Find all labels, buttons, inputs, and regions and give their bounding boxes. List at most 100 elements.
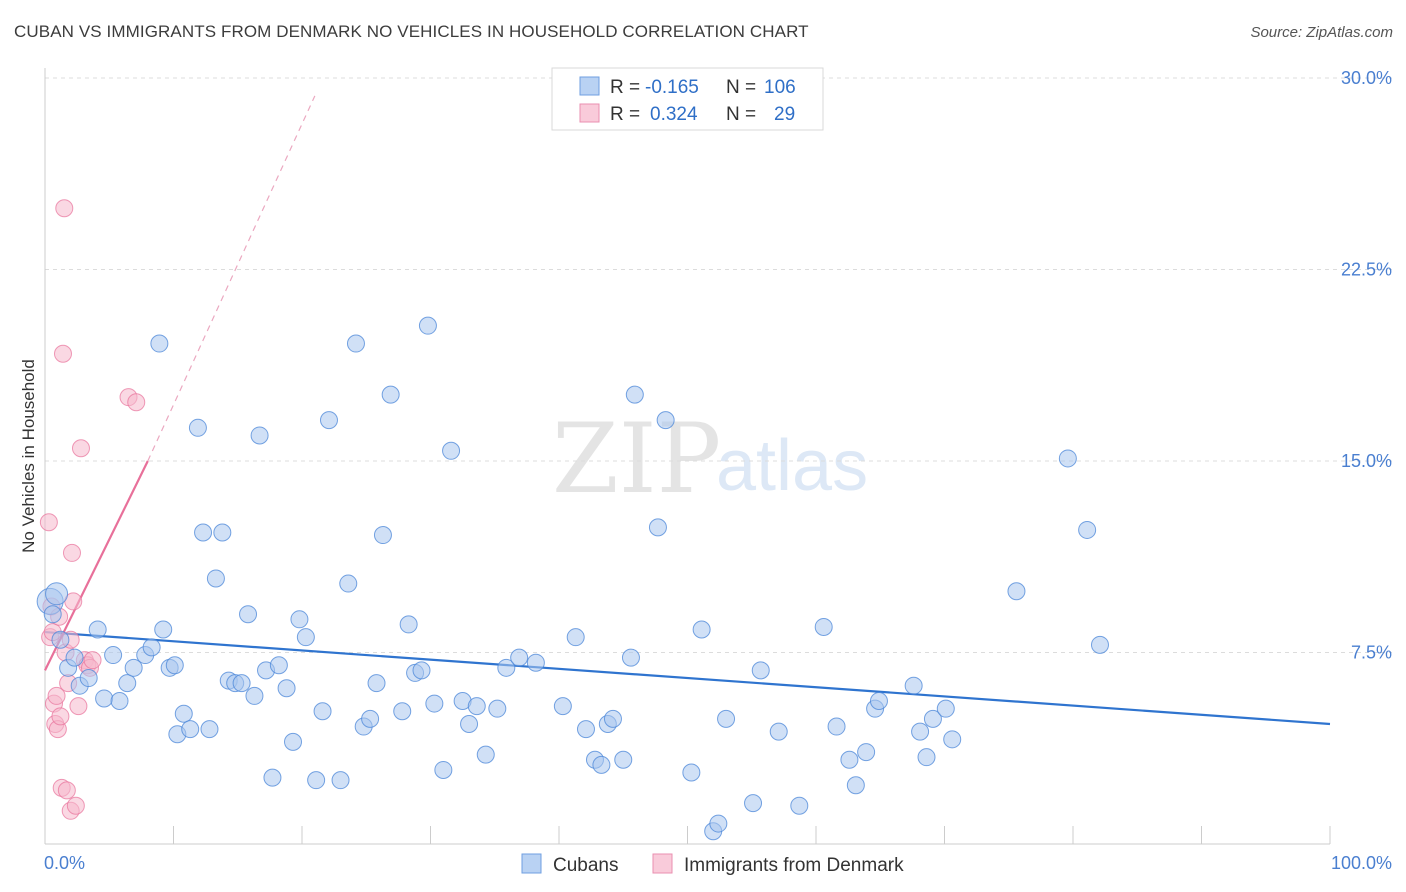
data-point-denmark <box>62 543 81 562</box>
data-point-cubans <box>497 658 516 677</box>
data-point-cubans <box>361 709 380 728</box>
data-point-cubans <box>206 569 225 588</box>
source-label: Source: ZipAtlas.com <box>1250 24 1393 41</box>
data-point-cubans <box>460 714 479 733</box>
data-point-cubans <box>124 658 143 677</box>
data-point-cubans <box>118 674 137 693</box>
data-point-cubans <box>307 771 326 790</box>
data-point-denmark <box>66 796 85 815</box>
grid-lines <box>45 77 1392 653</box>
data-point-cubans <box>339 574 358 593</box>
legend-r-label-denmark: R = <box>610 104 640 125</box>
data-point-cubans <box>45 582 69 606</box>
data-point-cubans <box>269 656 288 675</box>
bottom-legend-label-cubans: Cubans <box>553 855 619 876</box>
y-tick-label: 7.5% <box>1351 643 1392 663</box>
data-point-cubans <box>88 620 107 639</box>
data-point-cubans <box>346 334 365 353</box>
data-point-cubans <box>943 730 962 749</box>
data-point-cubans <box>1058 449 1077 468</box>
data-point-cubans <box>412 661 431 680</box>
data-point-cubans <box>263 768 282 787</box>
legend-n-value-denmark: 29 <box>774 104 795 125</box>
data-point-cubans <box>174 704 193 723</box>
data-point-cubans <box>188 418 207 437</box>
legend-n-value-cubans: 106 <box>764 77 796 98</box>
correlation-legend: R = -0.165 N = 106 R = 0.324 N = 29 <box>551 67 824 131</box>
data-point-cubans <box>717 709 736 728</box>
data-point-cubans <box>576 720 595 739</box>
data-point-cubans <box>79 669 98 688</box>
data-point-denmark <box>69 697 88 716</box>
data-point-denmark <box>47 686 66 705</box>
data-point-cubans <box>165 656 184 675</box>
data-point-cubans <box>296 628 315 647</box>
data-point-cubans <box>603 709 622 728</box>
watermark-atlas: atlas <box>716 426 868 506</box>
legend-n-label-denmark: N = <box>726 104 756 125</box>
data-point-cubans <box>923 709 942 728</box>
legend-swatch-denmark <box>579 103 600 123</box>
data-point-denmark <box>83 651 102 670</box>
data-point-cubans <box>150 334 169 353</box>
data-point-cubans <box>814 617 833 636</box>
data-point-cubans <box>692 620 711 639</box>
legend-swatch-cubans <box>579 76 600 96</box>
data-point-cubans <box>250 426 269 445</box>
bottom-legend-swatch-denmark <box>652 853 673 874</box>
bottom-legend-label-denmark: Immigrants from Denmark <box>684 855 904 876</box>
data-point-cubans <box>621 648 640 667</box>
data-point-cubans <box>510 648 529 667</box>
trend-line-denmark-extension <box>147 95 316 462</box>
data-point-cubans <box>43 605 62 624</box>
data-point-cubans <box>65 648 84 667</box>
data-point-cubans <box>857 743 876 762</box>
data-point-cubans <box>367 674 386 693</box>
data-point-cubans <box>425 694 444 713</box>
data-point-cubans <box>917 748 936 767</box>
trend-line-cubans <box>44 630 1331 726</box>
data-point-denmark <box>57 781 76 800</box>
data-point-cubans <box>566 628 585 647</box>
watermark-zip: ZIP <box>552 403 721 515</box>
data-point-cubans <box>846 776 865 795</box>
data-point-cubans <box>614 750 633 769</box>
legend-n-label-cubans: N = <box>726 77 756 98</box>
axes <box>44 68 1331 845</box>
data-point-cubans <box>827 717 846 736</box>
y-tick-label: 30.0% <box>1341 68 1392 88</box>
data-point-cubans <box>277 679 296 698</box>
y-tick-label: 22.5% <box>1341 260 1392 280</box>
data-point-cubans <box>790 796 809 815</box>
data-point-cubans <box>104 646 123 665</box>
data-point-cubans <box>467 697 486 716</box>
data-point-cubans <box>744 794 763 813</box>
data-point-cubans <box>154 620 173 639</box>
data-point-cubans <box>751 661 770 680</box>
data-point-cubans <box>239 605 258 624</box>
data-point-cubans <box>194 523 213 542</box>
data-point-cubans <box>399 615 418 634</box>
data-point-cubans <box>290 610 309 629</box>
data-point-cubans <box>769 722 788 741</box>
legend-r-label-cubans: R = <box>610 77 640 98</box>
data-point-cubans <box>709 814 728 833</box>
data-point-cubans <box>110 692 129 711</box>
series-denmark-points <box>39 199 146 820</box>
data-point-cubans <box>625 385 644 404</box>
tick-labels: 7.5% 15.0% 22.5% 30.0% 0.0% 100.0% <box>44 68 1392 873</box>
data-point-cubans <box>936 699 955 718</box>
data-point-cubans <box>1007 582 1026 601</box>
data-point-cubans <box>319 411 338 430</box>
data-point-cubans <box>904 676 923 695</box>
data-point-cubans <box>51 630 70 649</box>
data-point-cubans <box>840 750 859 769</box>
legend-r-value-cubans: -0.165 <box>645 77 699 98</box>
data-point-cubans <box>656 411 675 430</box>
data-point-cubans <box>488 699 507 718</box>
data-point-denmark <box>71 439 90 458</box>
data-point-cubans <box>476 745 495 764</box>
data-point-cubans <box>434 760 453 779</box>
x-tick-label: 100.0% <box>1331 853 1392 873</box>
